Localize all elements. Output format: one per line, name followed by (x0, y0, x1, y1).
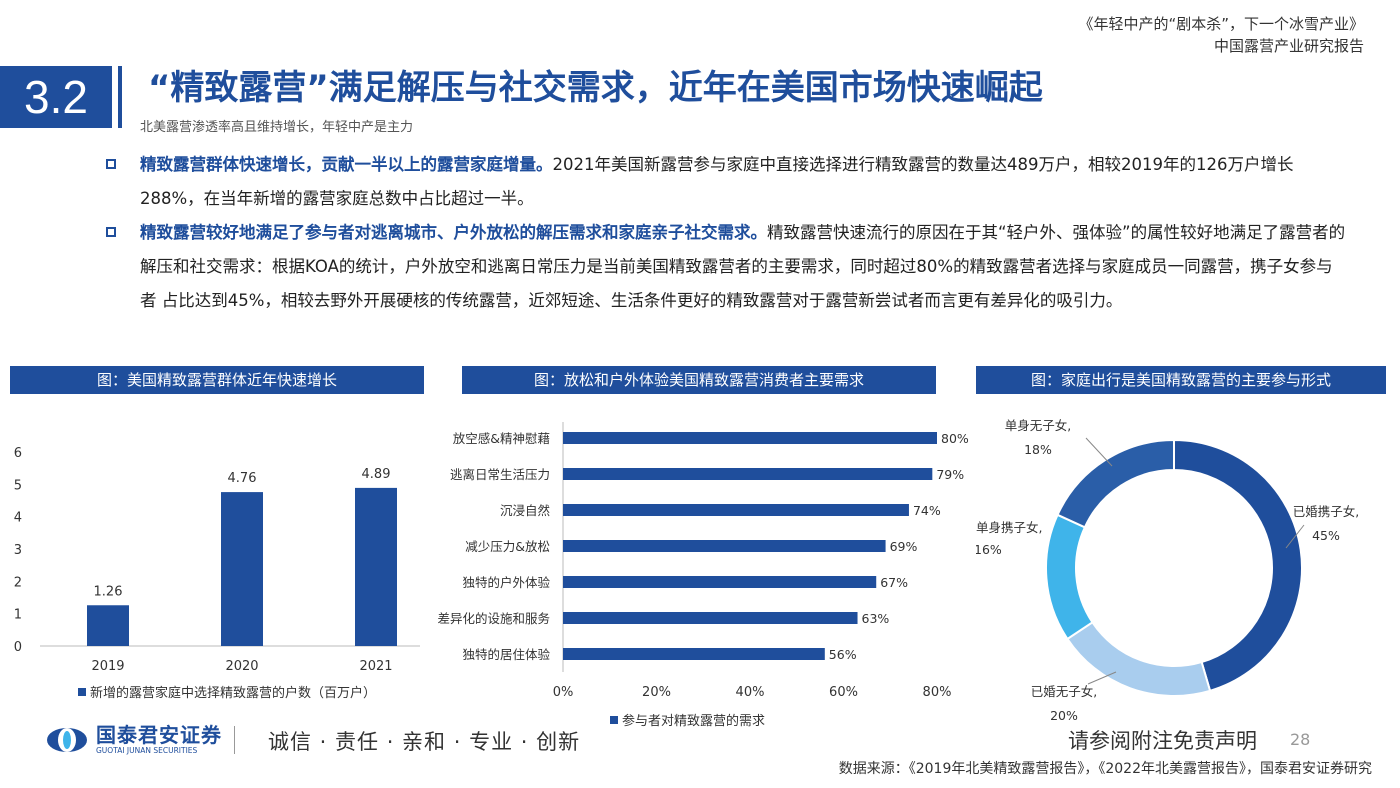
chart-right-header: 图：家庭出行是美国精致露营的主要参与形式 (976, 366, 1386, 394)
leader-line (1085, 437, 1113, 467)
company-motto: 诚信 · 责任 · 亲和 · 专业 · 创新 (268, 730, 581, 754)
legend-label: 参与者对精致露营的需求 (622, 713, 765, 729)
bar-value-label: 4.89 (362, 467, 391, 482)
x-tick-label: 2021 (359, 659, 392, 674)
y-tick-label: 2 (14, 575, 22, 590)
bullet-square-icon (106, 227, 116, 237)
category-label: 独特的居住体验 (462, 647, 550, 662)
section-divider (118, 66, 122, 128)
report-subtitle: 中国露营产业研究报告 (1213, 37, 1364, 55)
bar-独特的居住体验 (563, 648, 825, 660)
y-tick-label: 1 (14, 608, 22, 623)
bar-value-label: 67% (880, 575, 908, 590)
category-label: 差异化的设施和服务 (437, 611, 550, 626)
slice-pct-single-nokids: 18% (1024, 442, 1052, 457)
bar-value-label: 1.26 (94, 584, 123, 599)
bar-value-label: 69% (890, 539, 918, 554)
page-title: “精致露营”满足解压与社交需求，近年在美国市场快速崛起 (148, 68, 1043, 108)
chart-left-header: 图：美国精致露营群体近年快速增长 (10, 366, 424, 394)
category-label: 放空感&精神慰藉 (453, 431, 550, 446)
disclaimer: 请参阅附注免责声明 (1068, 729, 1257, 753)
chart-new-households: 0 1 2 3 4 5 6 1.26 2019 4.76 2020 4.89 2021 新增的露营家庭… (14, 446, 420, 701)
bar-差异化的设施和服务 (563, 612, 858, 624)
bullet-2-highlight: 精致露营较好地满足了参与者对逃离城市、户外放松的解压需求和家庭亲子社交需求。 (140, 223, 767, 242)
report-title: 《年轻中产的“剧本杀”，下一个冰雪产业》 (1078, 15, 1364, 33)
y-tick-label: 6 (14, 446, 22, 461)
x-tick-label: 40% (736, 685, 765, 700)
category-label: 沉浸自然 (500, 503, 550, 518)
bullet-2: 精致露营较好地满足了参与者对逃离城市、户外放松的解压需求和家庭亲子社交需求。精致… (106, 216, 1346, 318)
brand-name-cn: 国泰君安证券 (96, 723, 222, 748)
slice-pct-single-kids: 16% (976, 542, 1002, 557)
page-number: 28 (1290, 730, 1311, 749)
x-tick-label: 60% (829, 685, 858, 700)
slice-label-single-nokids: 单身无子女, (1005, 418, 1071, 433)
chart-middle-header: 图：放松和户外体验美国精致露营消费者主要需求 (462, 366, 936, 394)
brand-logo: 国泰君安证券 GUOTAI JUNAN SECURITIES (46, 723, 235, 756)
x-tick-label: 80% (923, 685, 952, 700)
bar-value-label: 63% (862, 611, 890, 626)
slice-pct-married-nokids: 20% (1050, 708, 1078, 723)
bullet-1-body: 2021年美国新露营参与家庭中直接选择进行精致露营的数量达489万户，相较201… (140, 155, 1294, 208)
bar-独特的户外体验 (563, 576, 877, 588)
legend-swatch (610, 716, 618, 724)
bar-2020 (221, 492, 263, 646)
x-tick-label: 2019 (91, 659, 124, 674)
donut-slice (1056, 438, 1175, 529)
bar-value-label: 79% (936, 467, 964, 482)
bar-减少压力&放松 (563, 540, 886, 552)
bullet-1-highlight: 精致露营群体快速增长，贡献一半以上的露营家庭增量。 (140, 155, 553, 174)
leader-line (1087, 671, 1117, 685)
bar-value-label: 74% (913, 503, 941, 518)
legend-label: 新增的露营家庭中选择精致露营的户数（百万户） (90, 685, 376, 701)
bar-逃离日常生活压力 (563, 468, 933, 480)
slice-label-married-kids: 已婚携子女, (1293, 504, 1359, 519)
donut-slice (1045, 513, 1094, 641)
section-number: 3.2 (0, 66, 112, 128)
bullet-square-icon (106, 159, 116, 169)
y-axis-ticks: 0 1 2 3 4 5 6 (14, 446, 22, 655)
x-tick-label: 2020 (225, 659, 258, 674)
brand-name-en: GUOTAI JUNAN SECURITIES (96, 746, 198, 756)
bar-放空感&精神慰藉 (563, 432, 937, 444)
chart-participation-form: 已婚携子女, 45% 已婚无子女, 20% 单身携子女, 16% 单身无子女, … (976, 418, 1359, 723)
bullet-2-body: 精致露营快速流行的原因在于其“轻户外、强体验”的属性较好地满足了露营者的解压和社… (140, 223, 1346, 310)
page-subtitle: 北美露营渗透率高且维持增长，年轻中产是主力 (140, 120, 414, 135)
bar-2019 (87, 605, 129, 646)
x-tick-label: 0% (553, 685, 574, 700)
y-tick-label: 0 (14, 640, 22, 655)
slice-label-single-kids: 单身携子女, (976, 520, 1042, 535)
category-label: 逃离日常生活压力 (450, 467, 550, 482)
bar-value-label: 4.76 (228, 471, 257, 486)
x-tick-label: 20% (642, 685, 671, 700)
bar-value-label: 56% (829, 647, 857, 662)
category-label: 减少压力&放松 (465, 539, 550, 554)
brand-logo-icon (47, 728, 87, 752)
bullet-1: 精致露营群体快速增长，贡献一半以上的露营家庭增量。2021年美国新露营参与家庭中… (106, 148, 1346, 216)
chart-consumer-needs: 放空感&精神慰藉 80% 逃离日常生活压力 79% 沉浸自然 74% 减少压力&放松 69% 独… (437, 422, 969, 729)
donut-slice (1173, 438, 1303, 693)
y-tick-label: 3 (14, 543, 22, 558)
bar-value-label: 80% (941, 431, 969, 446)
y-tick-label: 5 (14, 478, 22, 493)
bar-沉浸自然 (563, 504, 909, 516)
bar-2021 (355, 487, 397, 646)
category-label: 独特的户外体验 (462, 575, 550, 590)
legend-swatch (78, 688, 86, 696)
y-tick-label: 4 (14, 511, 22, 526)
slice-pct-married-kids: 45% (1312, 528, 1340, 543)
slice-label-married-nokids: 已婚无子女, (1031, 684, 1097, 699)
leader-line (1285, 524, 1305, 549)
data-source: 数据来源：《2019年北美精致露营报告》，《2022年北美露营报告》，国泰君安证… (838, 761, 1372, 777)
footer-divider (234, 726, 235, 754)
